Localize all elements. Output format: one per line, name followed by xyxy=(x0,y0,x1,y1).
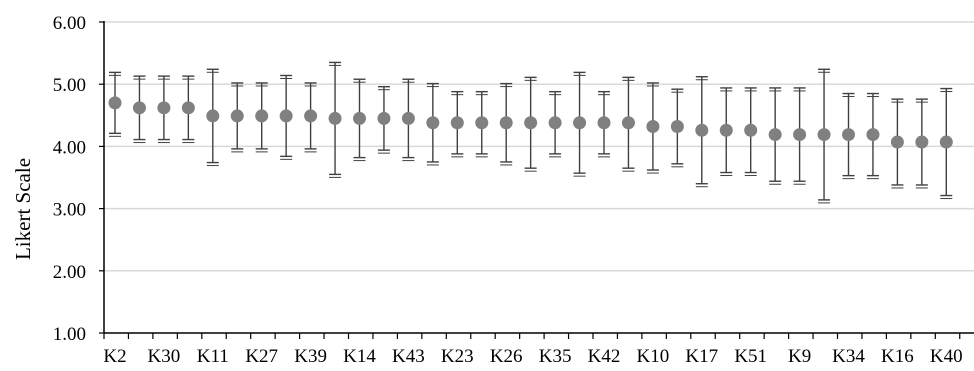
x-tick-label: K40 xyxy=(930,346,963,367)
x-axis-ticks: K2 K30 K11 K27 K39 K14 K43 K23 K26 K35 K42 K10 K17 K5… xyxy=(103,333,963,367)
x-tick-label: K11 xyxy=(197,346,229,367)
mean-point xyxy=(939,135,953,149)
mean-point xyxy=(768,128,782,142)
x-tick-label: K2 xyxy=(103,346,126,367)
x-tick-label: K16 xyxy=(881,346,914,367)
y-axis-title: Likert Scale xyxy=(11,158,35,260)
x-tick-label: K35 xyxy=(539,346,572,367)
mean-point xyxy=(670,119,684,133)
mean-point xyxy=(157,101,171,115)
mean-point xyxy=(108,96,122,110)
y-tick-label: 5.00 xyxy=(53,75,86,96)
y-tick-label: 2.00 xyxy=(53,262,86,283)
x-tick-label: K30 xyxy=(148,346,181,367)
mean-point xyxy=(915,135,929,149)
mean-point xyxy=(353,111,366,125)
mean-point xyxy=(377,111,391,125)
mean-point xyxy=(475,116,489,130)
mean-point xyxy=(181,101,195,115)
mean-point xyxy=(817,128,831,142)
y-tick-label: 1.00 xyxy=(53,324,86,345)
mean-point xyxy=(842,128,855,142)
mean-point xyxy=(695,123,709,137)
x-tick-label: K23 xyxy=(441,346,474,367)
mean-point xyxy=(793,128,807,142)
mean-point xyxy=(132,101,146,115)
x-tick-label: K14 xyxy=(343,346,376,367)
x-tick-label: K26 xyxy=(490,346,523,367)
mean-point xyxy=(548,116,562,130)
mean-point xyxy=(597,116,611,130)
mean-point xyxy=(573,116,587,130)
mean-point xyxy=(866,128,880,142)
y-tick-label: 4.00 xyxy=(53,137,86,158)
mean-point xyxy=(230,109,244,123)
mean-point xyxy=(646,119,660,133)
x-tick-label: K27 xyxy=(245,346,278,367)
x-tick-label: K17 xyxy=(685,346,718,367)
axes xyxy=(103,21,974,334)
mean-point xyxy=(499,116,513,130)
mean-point xyxy=(255,109,269,123)
mean-point xyxy=(328,111,342,125)
mean-points xyxy=(108,96,953,149)
mean-point xyxy=(621,116,635,130)
mean-point xyxy=(719,123,733,137)
mean-point xyxy=(450,116,464,130)
x-tick-label: K43 xyxy=(392,346,425,367)
mean-point xyxy=(524,116,538,130)
y-tick-label: 6.00 xyxy=(53,13,86,34)
mean-point xyxy=(279,109,293,123)
y-axis-ticks: 1.00 2.00 3.00 4.00 5.00 6.00 xyxy=(53,13,104,345)
mean-point xyxy=(401,111,415,125)
x-tick-label: K51 xyxy=(734,346,767,367)
x-tick-label: K42 xyxy=(588,346,621,367)
mean-point xyxy=(206,109,220,123)
y-tick-label: 3.00 xyxy=(53,200,86,221)
mean-point xyxy=(890,135,904,149)
mean-point xyxy=(744,123,758,137)
mean-point xyxy=(426,116,440,130)
mean-point xyxy=(304,109,318,123)
gridlines xyxy=(104,21,974,272)
x-tick-label: K9 xyxy=(788,346,811,367)
x-tick-label: K34 xyxy=(832,346,865,367)
x-tick-label: K39 xyxy=(294,346,327,367)
x-tick-label: K10 xyxy=(637,346,670,367)
